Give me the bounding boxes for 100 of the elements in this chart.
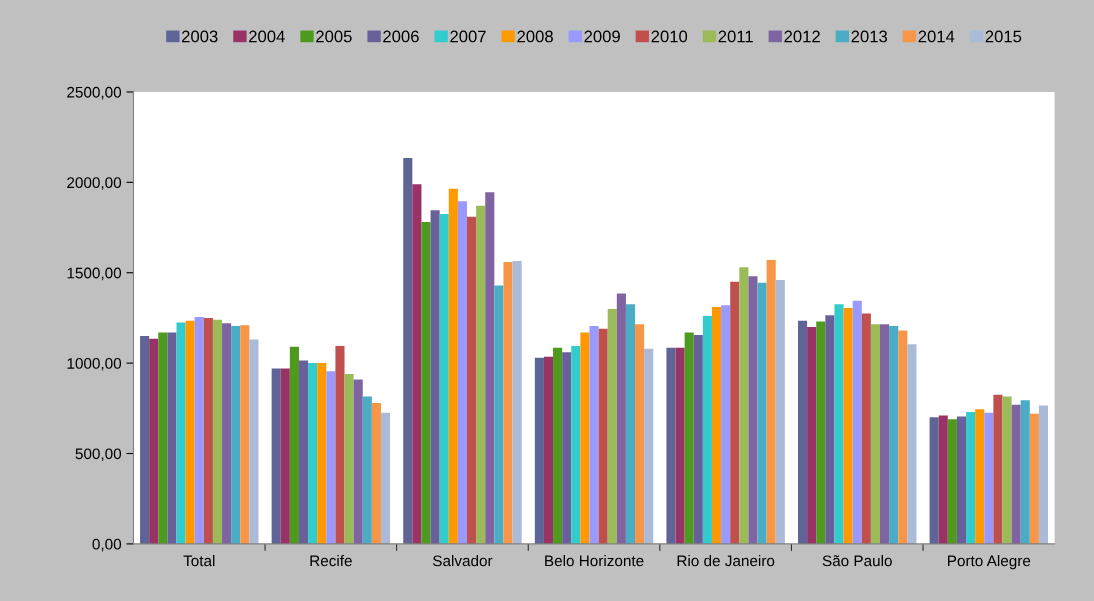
bar <box>816 321 826 544</box>
bar <box>880 324 890 544</box>
bar <box>675 347 685 544</box>
bar <box>834 304 844 544</box>
bar <box>176 322 186 544</box>
y-tick-label: 2500,00 <box>67 86 122 100</box>
bar <box>203 317 213 544</box>
bar <box>289 346 299 544</box>
bar <box>222 323 232 544</box>
bar <box>543 356 554 544</box>
bar <box>598 328 608 544</box>
bar <box>371 402 381 544</box>
bar <box>149 338 159 544</box>
bar <box>693 335 703 544</box>
bar <box>825 315 835 544</box>
bar <box>861 313 871 544</box>
bar <box>467 216 477 544</box>
bar <box>158 332 168 544</box>
bar <box>580 332 590 544</box>
legend-label: 2013 <box>851 30 888 43</box>
bar <box>644 348 654 544</box>
legend-label: 2006 <box>383 30 419 43</box>
bar <box>448 188 458 544</box>
bar <box>684 332 694 544</box>
bar <box>194 317 204 544</box>
x-tick-label: Total <box>183 555 215 567</box>
y-tick-label: 0,00 <box>92 538 122 552</box>
bar <box>140 336 150 544</box>
bar <box>843 307 853 544</box>
x-tick-label: Salvador <box>433 555 493 567</box>
bar <box>625 304 636 544</box>
bar <box>412 184 422 544</box>
bar <box>898 330 908 544</box>
bar <box>666 347 676 544</box>
bar <box>571 345 581 544</box>
y-tick-label: 1000,00 <box>67 357 122 371</box>
bar <box>1038 405 1049 544</box>
bar <box>317 363 327 544</box>
bar <box>907 344 917 544</box>
x-tick-label: Recife <box>310 555 352 567</box>
bar <box>1011 404 1021 544</box>
legend-label: 2005 <box>316 30 352 43</box>
x-tick-label: Belo Horizonte <box>545 555 644 567</box>
bar <box>711 307 722 544</box>
bar <box>984 412 994 544</box>
bar <box>730 281 740 544</box>
x-tick-label: Rio de Janeiro <box>677 555 775 567</box>
bar <box>1002 396 1012 544</box>
bar <box>512 260 522 544</box>
bar <box>766 260 776 544</box>
bar <box>1020 400 1030 544</box>
x-tick-label: São Paulo <box>822 555 892 567</box>
legend-label: 2015 <box>985 30 1022 43</box>
bar <box>798 320 808 544</box>
bar <box>589 326 599 544</box>
bar <box>775 279 785 544</box>
bar <box>457 201 467 544</box>
bar <box>553 347 563 544</box>
bar <box>344 373 354 544</box>
bar <box>271 368 281 544</box>
bar <box>757 282 767 544</box>
bar <box>938 415 948 544</box>
bar <box>167 332 177 544</box>
bar <box>421 222 431 544</box>
bar <box>380 412 391 544</box>
bar <box>607 308 617 544</box>
bar <box>966 411 976 544</box>
bar <box>231 326 241 544</box>
legend-label: 2004 <box>249 30 285 43</box>
legend-label: 2003 <box>182 30 218 43</box>
y-tick-label: 2000,00 <box>67 177 122 190</box>
bar <box>494 285 504 544</box>
x-tick-label: Porto Alegre <box>948 555 1031 570</box>
bar <box>298 360 309 544</box>
bar <box>534 357 544 544</box>
bar <box>476 205 486 544</box>
bar <box>308 363 318 544</box>
bar <box>993 394 1003 544</box>
bar <box>929 417 939 544</box>
bar <box>852 300 862 544</box>
legend-label: 2007 <box>450 30 486 43</box>
bar <box>249 339 259 544</box>
legend-label: 2009 <box>584 30 620 43</box>
bar <box>439 213 449 544</box>
bar <box>185 320 195 544</box>
bar <box>430 210 440 544</box>
legend-label: 2014 <box>918 30 955 43</box>
bar <box>212 319 223 544</box>
bar <box>702 316 712 544</box>
bar <box>956 416 967 544</box>
legend-label: 2011 <box>718 30 753 43</box>
bar <box>739 267 749 544</box>
legend-label: 2012 <box>784 30 820 43</box>
bar <box>362 396 372 544</box>
bar <box>748 276 758 544</box>
bar <box>485 192 495 544</box>
bar <box>240 325 250 544</box>
bar <box>503 261 513 544</box>
bar <box>870 324 880 544</box>
bar <box>889 326 899 544</box>
